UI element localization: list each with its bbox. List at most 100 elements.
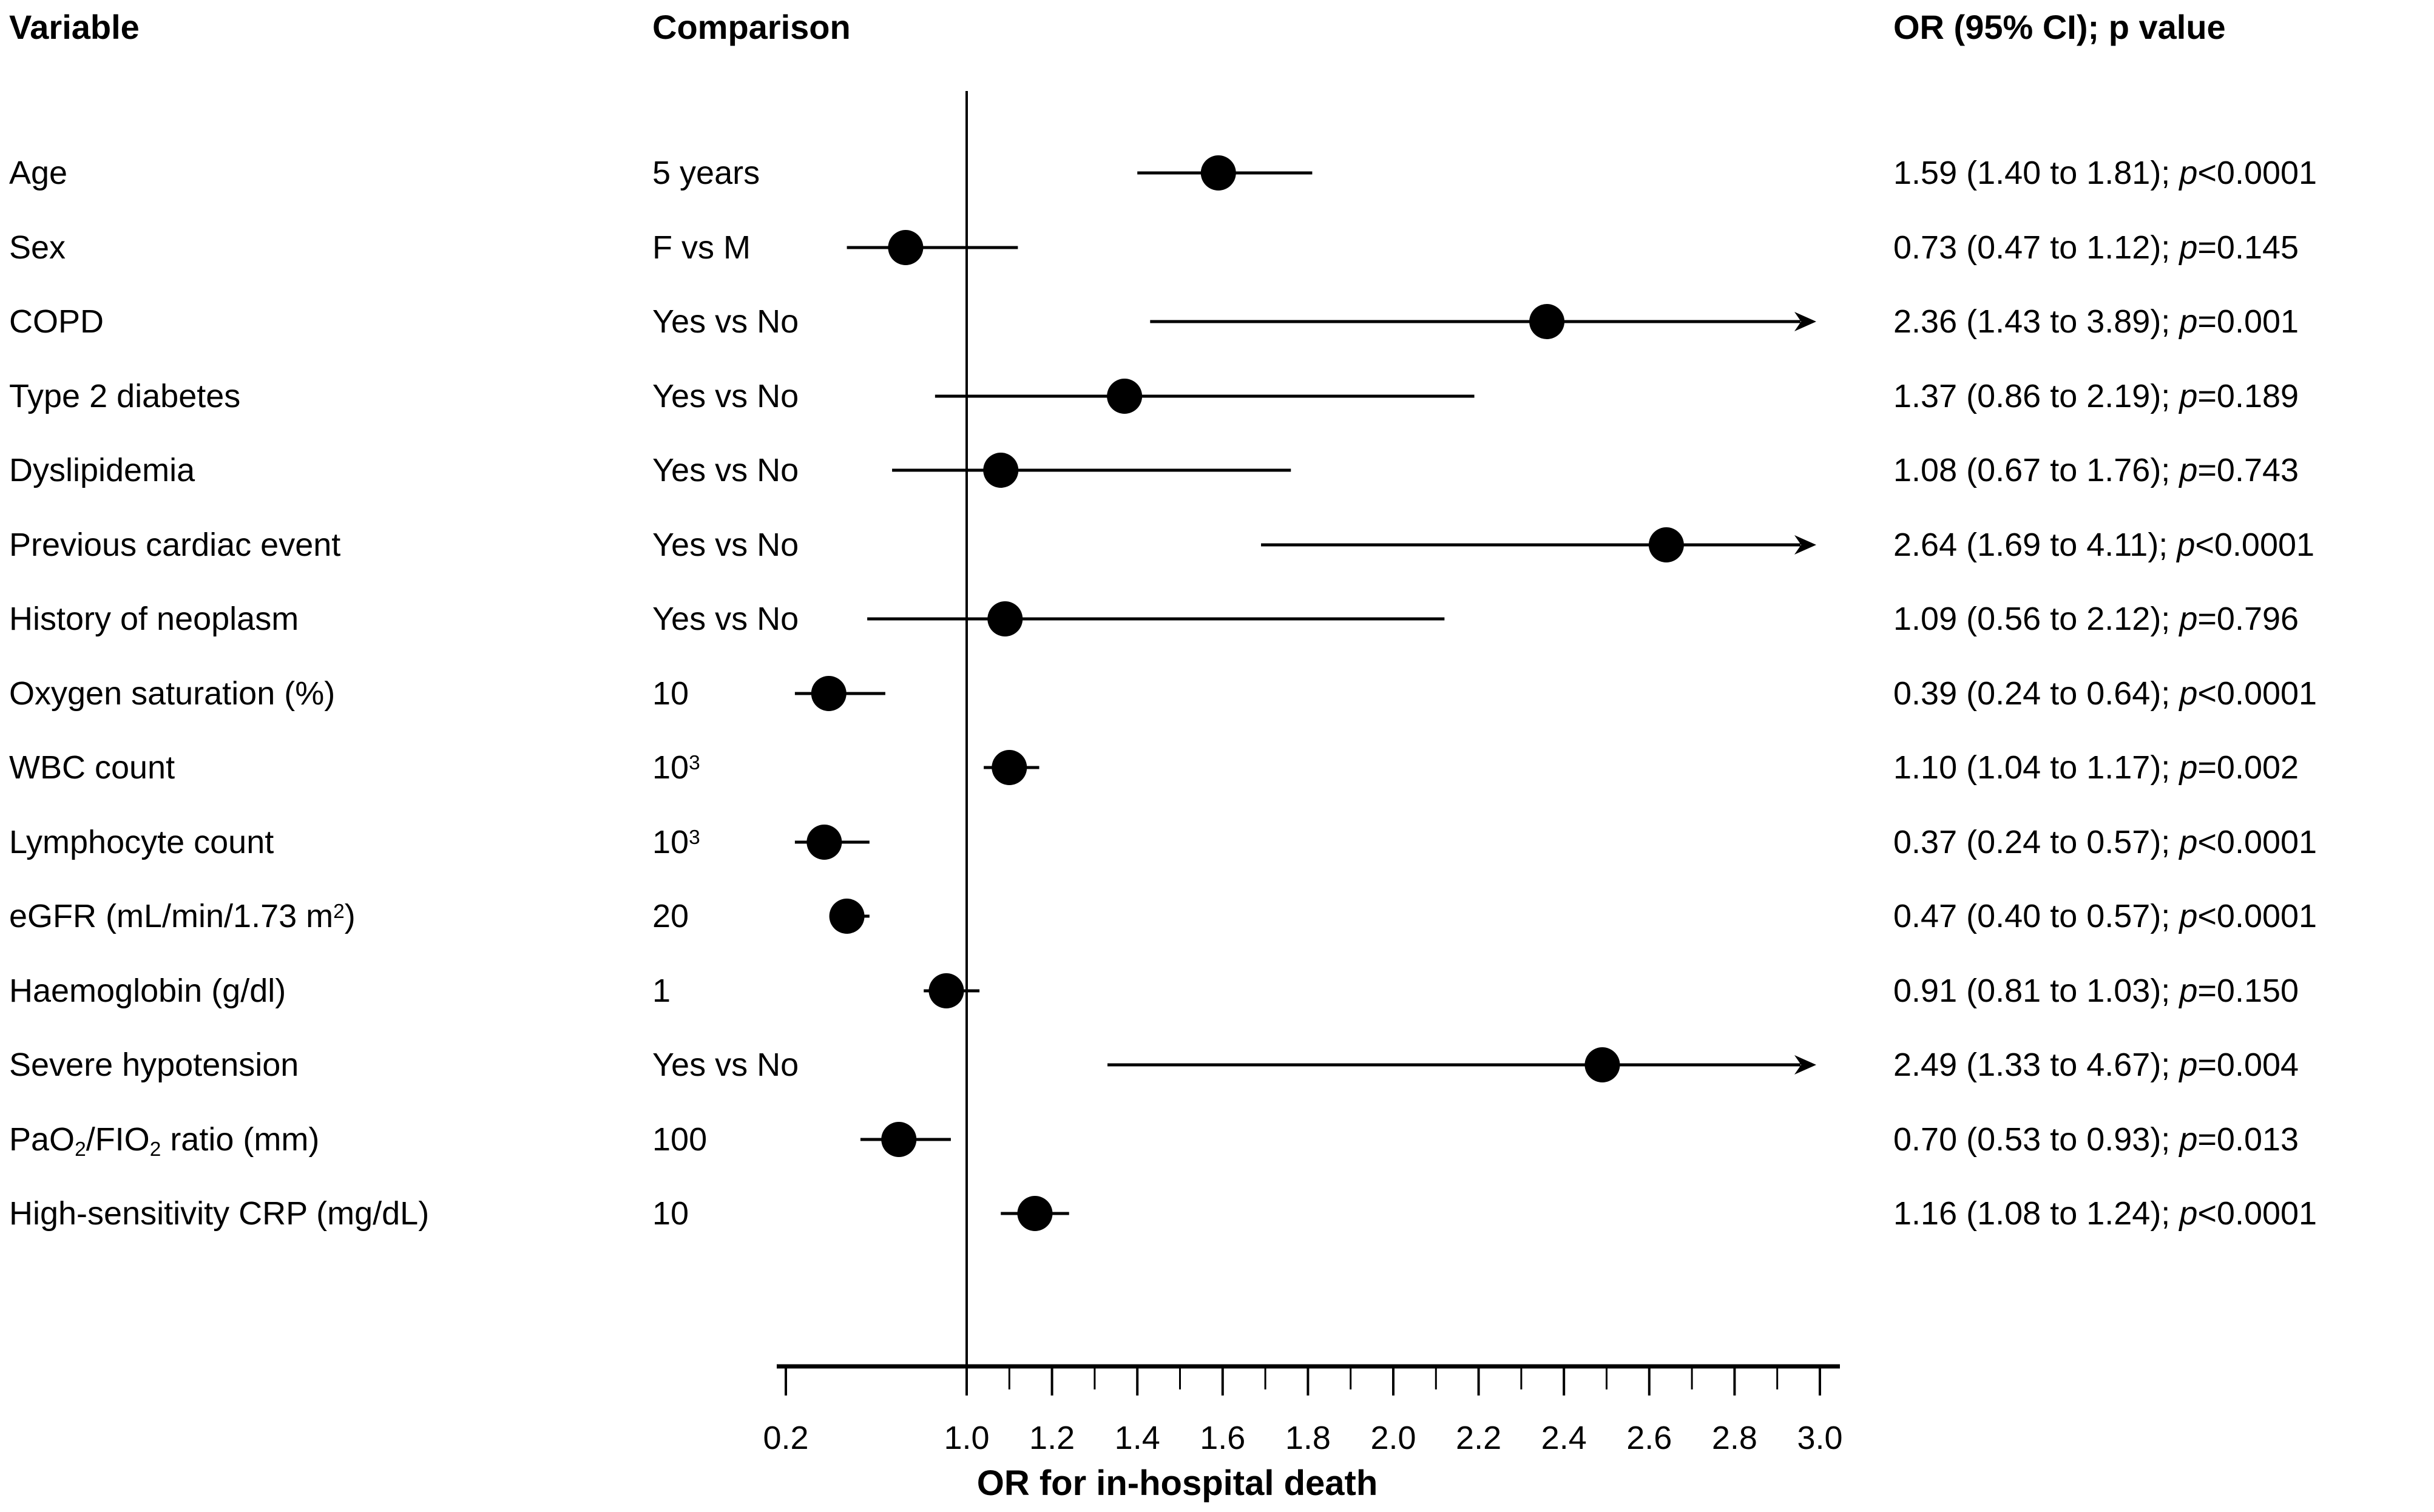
- p-italic: p: [2179, 1047, 2198, 1083]
- axis-tick-label: 2.0: [1370, 1420, 1416, 1456]
- or-point: [987, 601, 1023, 636]
- or-ci-p-label: 0.39 (0.24 to 0.64); p<0.0001: [1893, 675, 2317, 712]
- axis-tick-label: 1.6: [1200, 1420, 1245, 1456]
- variable-label: Oxygen saturation (%): [9, 675, 336, 712]
- or-ci-p-label: 1.08 (0.67 to 1.76); p=0.743: [1893, 452, 2299, 488]
- axis-tick-label: 1.4: [1115, 1420, 1160, 1456]
- or-ci-p-label: 0.37 (0.24 to 0.57); p<0.0001: [1893, 824, 2317, 860]
- or-ci-p-label: 0.91 (0.81 to 1.03); p=0.150: [1893, 973, 2299, 1009]
- axis-tick-label: 0.2: [763, 1420, 808, 1456]
- p-italic: p: [2179, 973, 2198, 1009]
- or-point: [1648, 527, 1684, 562]
- variable-label: COPD: [9, 303, 104, 340]
- or-ci-p-label: 1.16 (1.08 to 1.24); p<0.0001: [1893, 1195, 2317, 1232]
- axis-tick-label: 1.2: [1029, 1420, 1075, 1456]
- or-point: [1017, 1196, 1053, 1231]
- or-point: [983, 453, 1019, 488]
- variable-label: Lymphocyte count: [9, 824, 274, 860]
- or-ci-p-label: 2.36 (1.43 to 3.89); p=0.001: [1893, 303, 2299, 340]
- or-point: [881, 1122, 917, 1157]
- superscript: 2: [333, 900, 345, 923]
- or-point: [829, 899, 865, 934]
- subscript: 2: [75, 1138, 86, 1161]
- p-italic: p: [2179, 378, 2198, 414]
- comparison-label: 103: [652, 824, 700, 860]
- comparison-label: 100: [652, 1121, 708, 1158]
- comparison-label: Yes vs No: [652, 1047, 799, 1083]
- comparison-label: Yes vs No: [652, 601, 799, 637]
- x-axis-title: OR for in-hospital death: [977, 1463, 1378, 1503]
- arrowhead: [1794, 312, 1816, 331]
- variable-label: History of neoplasm: [9, 601, 299, 637]
- p-italic: p: [2177, 527, 2196, 563]
- variable-label: PaO2/FIO2 ratio (mm): [9, 1121, 320, 1161]
- variable-label: Dyslipidemia: [9, 452, 195, 488]
- p-italic: p: [2179, 824, 2198, 860]
- comparison-label: 5 years: [652, 155, 760, 191]
- or-ci-p-label: 1.59 (1.40 to 1.81); p<0.0001: [1893, 155, 2317, 191]
- comparison-label: 10: [652, 675, 689, 712]
- comparison-label: Yes vs No: [652, 378, 799, 414]
- variable-label: Type 2 diabetes: [9, 378, 241, 414]
- comparison-label: 1: [652, 973, 671, 1009]
- or-ci-p-label: 1.37 (0.86 to 2.19); p=0.189: [1893, 378, 2299, 414]
- comparison-label: 103: [652, 749, 700, 786]
- or-ci-p-label: 1.10 (1.04 to 1.17); p=0.002: [1893, 749, 2299, 786]
- p-italic: p: [2179, 601, 2198, 637]
- p-italic: p: [2179, 675, 2198, 712]
- p-italic: p: [2179, 303, 2198, 340]
- or-ci-p-label: 2.64 (1.69 to 4.11); p<0.0001: [1893, 527, 2315, 563]
- or-point: [888, 230, 924, 265]
- p-italic: p: [2179, 452, 2198, 488]
- axis-tick-label: 2.6: [1626, 1420, 1672, 1456]
- or-ci-p-label: 1.09 (0.56 to 2.12); p=0.796: [1893, 601, 2299, 637]
- comparison-label: 20: [652, 898, 689, 934]
- axis-tick-label: 3.0: [1797, 1420, 1842, 1456]
- or-ci-p-label: 0.47 (0.40 to 0.57); p<0.0001: [1893, 898, 2317, 934]
- column-header-variable: Variable: [9, 8, 140, 46]
- or-point: [1200, 155, 1236, 191]
- or-point: [1584, 1047, 1620, 1082]
- variable-label: Haemoglobin (g/dl): [9, 973, 286, 1009]
- variable-label: High-sensitivity CRP (mg/dL): [9, 1195, 430, 1232]
- or-ci-p-label: 0.73 (0.47 to 1.12); p=0.145: [1893, 229, 2299, 266]
- comparison-label: F vs M: [652, 229, 751, 266]
- comparison-label: 10: [652, 1195, 689, 1232]
- p-italic: p: [2179, 898, 2198, 934]
- variable-label: WBC count: [9, 749, 175, 786]
- or-point: [806, 825, 842, 860]
- or-ci-p-label: 2.49 (1.33 to 4.67); p=0.004: [1893, 1047, 2299, 1083]
- variable-label: Severe hypotension: [9, 1047, 299, 1083]
- column-header-or-ci-p: OR (95% CI); p value: [1893, 8, 2226, 46]
- arrowhead: [1794, 535, 1816, 555]
- axis-tick-label: 1.8: [1285, 1420, 1331, 1456]
- variable-label: eGFR (mL/min/1.73 m2): [9, 898, 356, 934]
- column-header-comparison: Comparison: [652, 8, 851, 46]
- p-italic: p: [2179, 1121, 2198, 1158]
- p-italic: p: [2179, 749, 2198, 786]
- arrowhead: [1794, 1055, 1816, 1075]
- or-point: [1107, 379, 1143, 414]
- p-italic: p: [2179, 1195, 2198, 1232]
- comparison-label: Yes vs No: [652, 303, 799, 340]
- superscript: 3: [689, 826, 700, 849]
- p-italic: p: [2179, 229, 2198, 266]
- axis-tick-label: 1.0: [944, 1420, 989, 1456]
- superscript: 3: [689, 751, 700, 774]
- or-point: [928, 973, 964, 1008]
- axis-tick-label: 2.8: [1712, 1420, 1757, 1456]
- or-point: [811, 676, 847, 711]
- variable-label: Age: [9, 155, 68, 191]
- axis-tick-label: 2.2: [1456, 1420, 1501, 1456]
- axis-tick-label: 2.4: [1541, 1420, 1587, 1456]
- comparison-label: Yes vs No: [652, 527, 799, 563]
- or-point: [1529, 304, 1565, 339]
- or-point: [992, 750, 1027, 785]
- subscript: 2: [149, 1138, 161, 1161]
- variable-label: Previous cardiac event: [9, 527, 341, 563]
- p-italic: p: [2179, 155, 2198, 191]
- comparison-label: Yes vs No: [652, 452, 799, 488]
- variable-label: Sex: [9, 229, 66, 266]
